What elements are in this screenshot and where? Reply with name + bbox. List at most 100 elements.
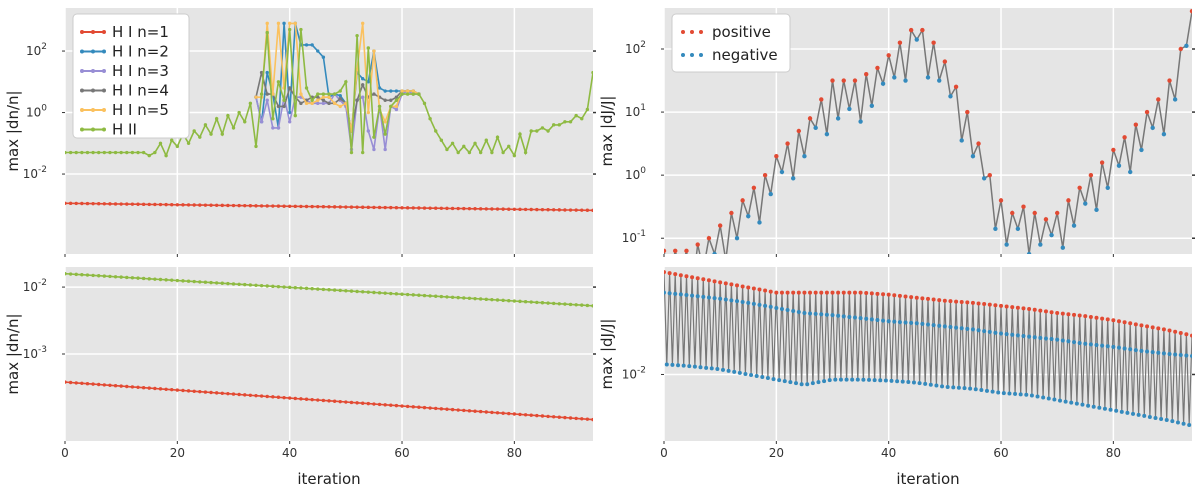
point-positive-94: [1190, 333, 1192, 338]
point-bl-1-19: [170, 278, 174, 282]
point-tl-4-14: [332, 101, 337, 106]
point-tl-0-71: [462, 206, 466, 211]
point-bl-1-73: [473, 296, 477, 301]
point-bl-1-79: [507, 298, 511, 303]
point-tl-5-13: [136, 150, 140, 155]
point-bl-1-44: [310, 287, 314, 291]
point-bl-0-86: [546, 414, 550, 419]
point-tl-0-33: [248, 204, 253, 208]
point-positive-13: [735, 283, 740, 288]
point-bl-0-72: [467, 409, 472, 413]
point-negative-84: [1133, 348, 1138, 353]
point-tl-3-1: [259, 70, 264, 75]
point-tl-5-24: [198, 135, 202, 139]
point-tl-0-78: [501, 207, 505, 211]
legend-tr-marker-0-2: [699, 30, 703, 34]
point-bl-1-90: [568, 302, 573, 307]
point-tl-5-48: [332, 92, 337, 96]
legend-marker-left-1: [80, 49, 84, 54]
point-tl-0-81: [518, 207, 522, 212]
point-negative-83: [1128, 169, 1133, 175]
point-bl-1-34: [254, 283, 258, 288]
point-tl-5-57: [383, 132, 387, 136]
point-tl-0-66: [434, 206, 438, 210]
point-tl-4-8: [299, 92, 303, 96]
ytick-exp-br--2: -2: [637, 365, 646, 375]
xtick-label-br-20: 20: [769, 446, 784, 460]
xtick-label-bl-20: 20: [170, 446, 185, 460]
point-negative-lower-30: [833, 377, 838, 382]
point-negative-25: [802, 311, 807, 316]
legend-marker-right-3: [102, 88, 106, 93]
point-positive-1: [667, 271, 672, 276]
point-tl-0-61: [405, 206, 410, 210]
point-positive-46: [920, 27, 925, 33]
point-bl-1-87: [551, 301, 556, 306]
point-positive-44: [909, 295, 914, 300]
point-bl-0-9: [113, 383, 118, 388]
point-bl-0-27: [214, 391, 219, 395]
legend-marker-left-4: [80, 108, 84, 112]
point-tl-0-77: [495, 207, 500, 211]
point-tl-3-21: [372, 92, 376, 96]
point-negative-lower-75: [1086, 403, 1091, 408]
point-positive-76: [1088, 314, 1093, 319]
point-negative-28: [819, 312, 824, 317]
point-tl-3-6: [287, 86, 292, 90]
point-bl-0-45: [316, 398, 320, 402]
point-bl-0-12: [130, 385, 135, 389]
point-positive-67: [1038, 308, 1043, 313]
point-tl-1-11: [316, 49, 320, 53]
point-negative-67: [1038, 242, 1043, 247]
point-positive-22: [785, 290, 790, 295]
point-tl-0-47: [327, 205, 331, 209]
point-bl-1-40: [287, 285, 292, 290]
point-negative-lower-37: [872, 378, 877, 383]
point-tl-5-50: [344, 80, 348, 84]
point-bl-0-14: [141, 385, 146, 390]
point-bl-0-43: [304, 397, 309, 401]
point-bl-0-28: [220, 391, 224, 395]
point-positive-30: [830, 290, 835, 295]
point-negative-lower-81: [1119, 409, 1124, 414]
point-bl-0-63: [417, 405, 421, 409]
point-positive-18: [762, 172, 768, 178]
point-negative-11: [724, 258, 728, 262]
point-positive-58: [987, 302, 992, 307]
point-negative-3: [678, 292, 683, 297]
point-bl-0-40: [287, 396, 292, 400]
point-positive-93: [1184, 332, 1189, 337]
point-tl-0-48: [332, 205, 337, 209]
point-tl-5-42: [299, 27, 303, 32]
point-tl-5-25: [203, 123, 208, 127]
point-tl-5-43: [304, 86, 309, 90]
point-bl-0-33: [248, 393, 253, 397]
point-positive-78: [1099, 160, 1105, 165]
point-negative-lower-38: [878, 378, 883, 383]
point-positive-46: [920, 296, 925, 301]
point-negative-lower-90: [1170, 419, 1175, 424]
point-negative-93: [1184, 43, 1189, 49]
point-negative-lower-47: [928, 382, 933, 387]
point-bl-0-11: [125, 384, 129, 389]
point-negative-91: [1172, 97, 1178, 102]
xlabel-bottom-right: iteration: [896, 470, 959, 488]
point-positive-60: [998, 198, 1004, 203]
point-positive-82: [1122, 135, 1127, 140]
point-positive-6: [695, 276, 700, 281]
point-negative-76: [1088, 342, 1093, 347]
point-positive-25: [802, 290, 807, 295]
legend-tr-marker-0-1: [690, 30, 694, 34]
point-negative-lower-44: [911, 380, 916, 385]
point-negative-lower-43: [906, 380, 911, 385]
point-bl-0-90: [568, 416, 573, 420]
point-tl-0-28: [220, 203, 224, 208]
point-negative-31: [836, 313, 841, 318]
point-tl-5-86: [546, 129, 550, 133]
point-tl-5-82: [523, 150, 528, 155]
point-positive-2: [673, 272, 678, 277]
ylabel-bottom-left: max |dn/n|: [4, 313, 22, 394]
point-tl-0-36: [265, 204, 269, 208]
point-negative-37: [869, 103, 875, 108]
point-positive-6: [695, 242, 700, 247]
